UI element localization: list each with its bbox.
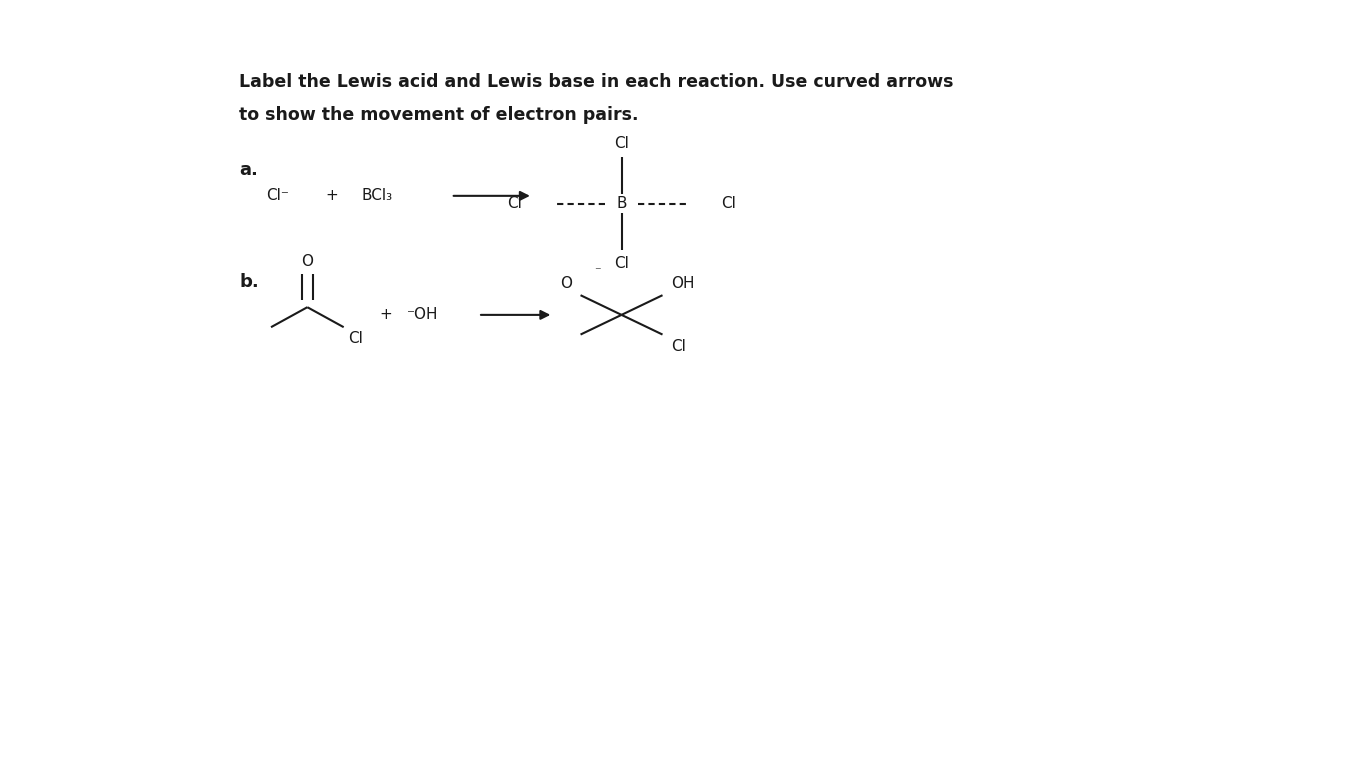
Text: Cl⁻: Cl⁻ bbox=[266, 188, 290, 204]
Text: b.: b. bbox=[239, 273, 258, 290]
Text: a.: a. bbox=[239, 161, 258, 179]
Text: Cl: Cl bbox=[721, 196, 736, 211]
Text: OH: OH bbox=[671, 276, 694, 290]
Text: Cl: Cl bbox=[507, 196, 522, 211]
Text: ⁻OH: ⁻OH bbox=[407, 307, 438, 323]
Text: Label the Lewis acid and Lewis base in each reaction. Use curved arrows: Label the Lewis acid and Lewis base in e… bbox=[239, 73, 953, 91]
Text: Cl: Cl bbox=[671, 339, 686, 354]
Text: Cl: Cl bbox=[615, 136, 628, 151]
Text: BCl₃: BCl₃ bbox=[362, 188, 393, 204]
Text: ⁻: ⁻ bbox=[594, 265, 601, 278]
Text: +: + bbox=[380, 307, 392, 323]
Text: to show the movement of electron pairs.: to show the movement of electron pairs. bbox=[239, 106, 638, 124]
Text: Cl: Cl bbox=[615, 256, 628, 271]
Text: Cl: Cl bbox=[348, 331, 362, 346]
Text: +: + bbox=[325, 188, 337, 204]
Text: O: O bbox=[302, 253, 313, 269]
Text: O: O bbox=[560, 276, 572, 290]
Text: B: B bbox=[616, 196, 627, 211]
